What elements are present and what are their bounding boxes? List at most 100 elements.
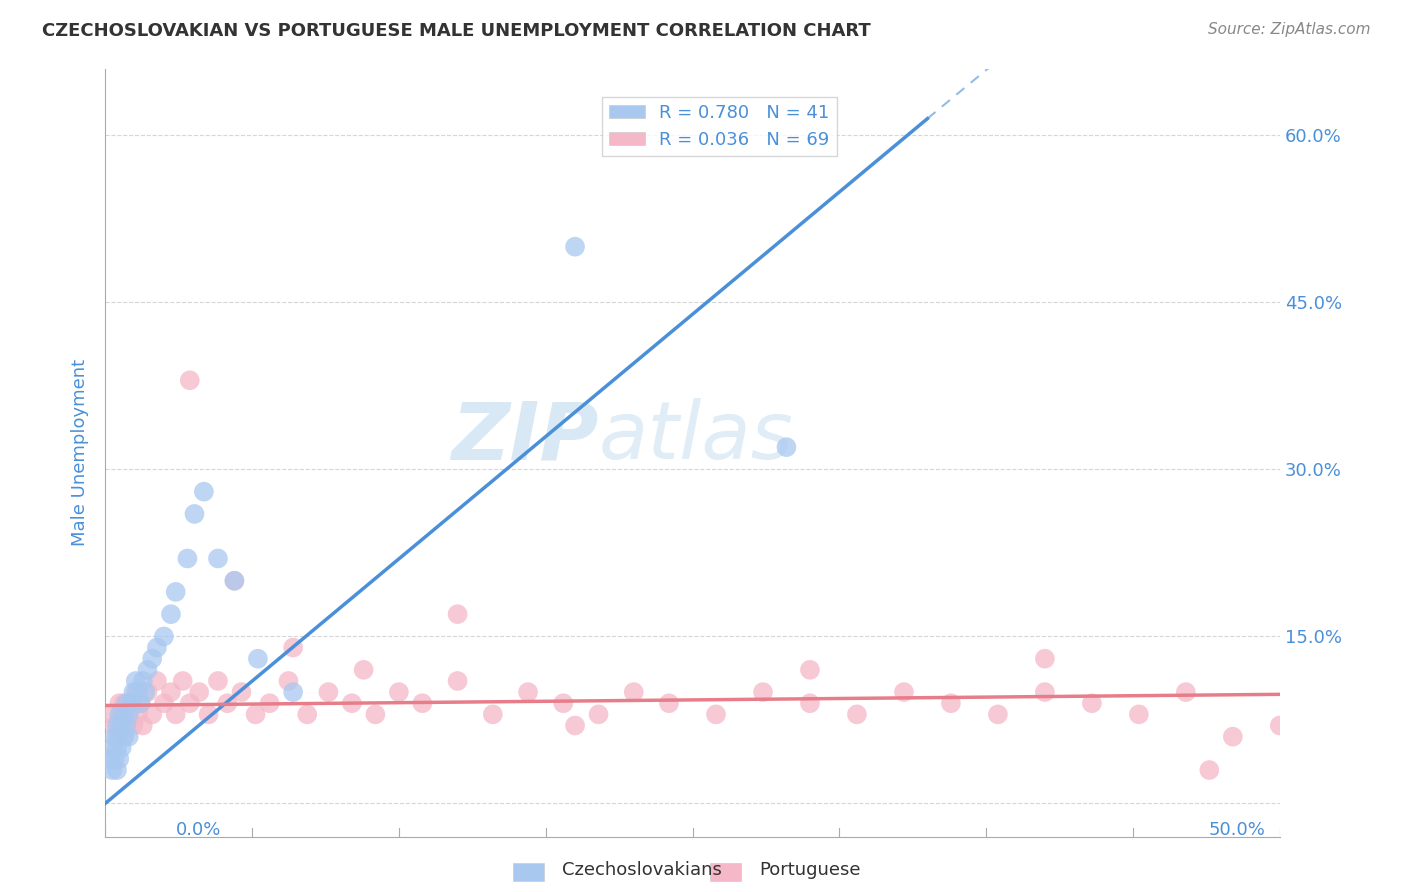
Point — [108, 752, 131, 766]
Point — [179, 696, 201, 710]
Point — [108, 696, 131, 710]
Point — [340, 696, 363, 710]
Point — [564, 718, 586, 732]
Point — [111, 718, 134, 732]
Point — [136, 685, 159, 699]
Point — [183, 507, 205, 521]
Point — [259, 696, 281, 710]
Point — [146, 640, 169, 655]
Point — [146, 673, 169, 688]
Point — [752, 685, 775, 699]
Point — [105, 740, 128, 755]
Point — [129, 696, 152, 710]
Text: Portuguese: Portuguese — [759, 861, 860, 879]
Point — [101, 740, 124, 755]
Point — [104, 752, 127, 766]
Point — [388, 685, 411, 699]
Point — [281, 640, 304, 655]
Point — [1081, 696, 1104, 710]
Point — [101, 707, 124, 722]
Point — [207, 551, 229, 566]
Point — [125, 673, 148, 688]
Point — [364, 707, 387, 722]
Point — [446, 673, 468, 688]
Point — [105, 730, 128, 744]
Point — [104, 718, 127, 732]
Point — [105, 763, 128, 777]
Point — [120, 696, 142, 710]
Point — [224, 574, 246, 588]
Point — [115, 696, 138, 710]
Point — [132, 673, 155, 688]
Point — [564, 240, 586, 254]
Point — [658, 696, 681, 710]
Point — [1268, 718, 1291, 732]
Point — [411, 696, 433, 710]
Point — [799, 663, 821, 677]
Point — [553, 696, 575, 710]
Point — [1316, 707, 1339, 722]
Text: Source: ZipAtlas.com: Source: ZipAtlas.com — [1208, 22, 1371, 37]
Point — [127, 685, 149, 699]
Point — [112, 696, 135, 710]
Point — [105, 718, 128, 732]
Point — [939, 696, 962, 710]
Text: 0.0%: 0.0% — [176, 821, 221, 838]
Point — [98, 752, 121, 766]
Point — [125, 685, 148, 699]
Point — [775, 440, 797, 454]
Point — [245, 707, 267, 722]
Text: ZIP: ZIP — [451, 399, 599, 476]
Point — [1174, 685, 1197, 699]
Point — [118, 707, 141, 722]
Point — [132, 718, 155, 732]
Text: atlas: atlas — [599, 399, 793, 476]
Point — [108, 730, 131, 744]
Point — [893, 685, 915, 699]
Point — [297, 707, 319, 722]
Point — [1362, 696, 1385, 710]
Point — [108, 718, 131, 732]
Point — [172, 673, 194, 688]
Point — [277, 673, 299, 688]
Legend: R = 0.780   N = 41, R = 0.036   N = 69: R = 0.780 N = 41, R = 0.036 N = 69 — [602, 96, 837, 156]
Point — [517, 685, 540, 699]
Point — [1033, 651, 1056, 665]
Point — [165, 707, 187, 722]
Point — [111, 707, 134, 722]
Point — [118, 707, 141, 722]
Point — [118, 730, 141, 744]
Point — [987, 707, 1010, 722]
Point — [129, 696, 152, 710]
Point — [188, 685, 211, 699]
Point — [134, 685, 156, 699]
Point — [1033, 685, 1056, 699]
Point — [153, 696, 176, 710]
Point — [120, 696, 142, 710]
Point — [207, 673, 229, 688]
Point — [446, 607, 468, 622]
Point — [197, 707, 219, 722]
Point — [141, 651, 163, 665]
Point — [176, 551, 198, 566]
Text: 50.0%: 50.0% — [1209, 821, 1265, 838]
Point — [623, 685, 645, 699]
Point — [136, 663, 159, 677]
Point — [115, 718, 138, 732]
Point — [141, 707, 163, 722]
Point — [112, 707, 135, 722]
Point — [101, 763, 124, 777]
Point — [111, 740, 134, 755]
Point — [1198, 763, 1220, 777]
Text: CZECHOSLOVAKIAN VS PORTUGUESE MALE UNEMPLOYMENT CORRELATION CHART: CZECHOSLOVAKIAN VS PORTUGUESE MALE UNEMP… — [42, 22, 870, 40]
Point — [160, 607, 183, 622]
Point — [231, 685, 253, 699]
Point — [482, 707, 505, 722]
Point — [281, 685, 304, 699]
Point — [1128, 707, 1150, 722]
Point — [318, 685, 340, 699]
Point — [122, 718, 145, 732]
Text: Czechoslovakians: Czechoslovakians — [562, 861, 723, 879]
Point — [217, 696, 239, 710]
Point — [165, 585, 187, 599]
